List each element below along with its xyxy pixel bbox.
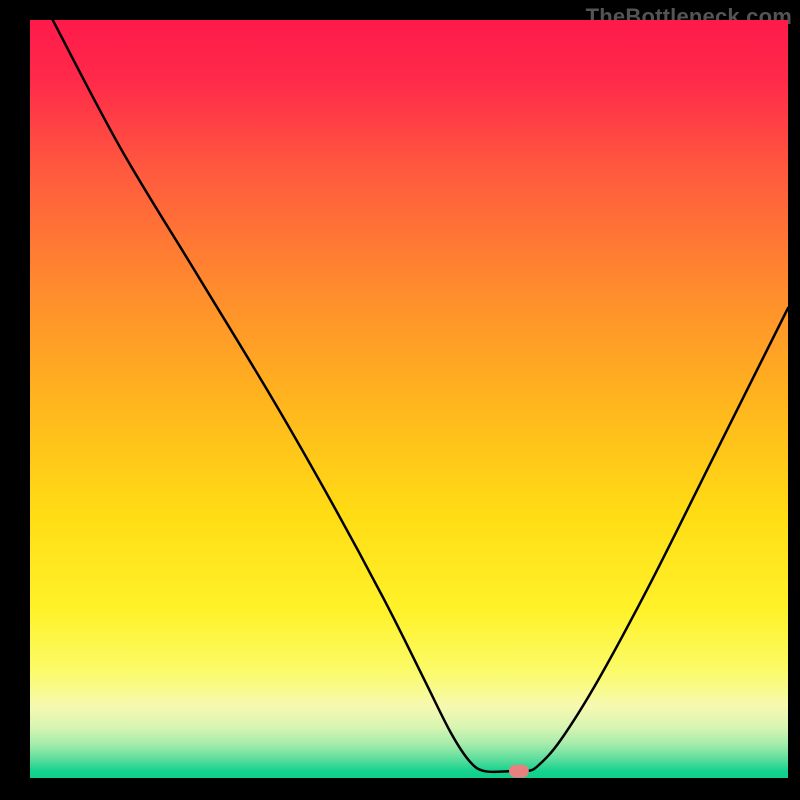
plot-area bbox=[30, 20, 788, 778]
chart-svg bbox=[30, 20, 788, 778]
optimal-point-marker bbox=[509, 765, 529, 778]
gradient-background bbox=[30, 20, 788, 778]
chart-canvas: TheBottleneck.com bbox=[0, 0, 800, 800]
